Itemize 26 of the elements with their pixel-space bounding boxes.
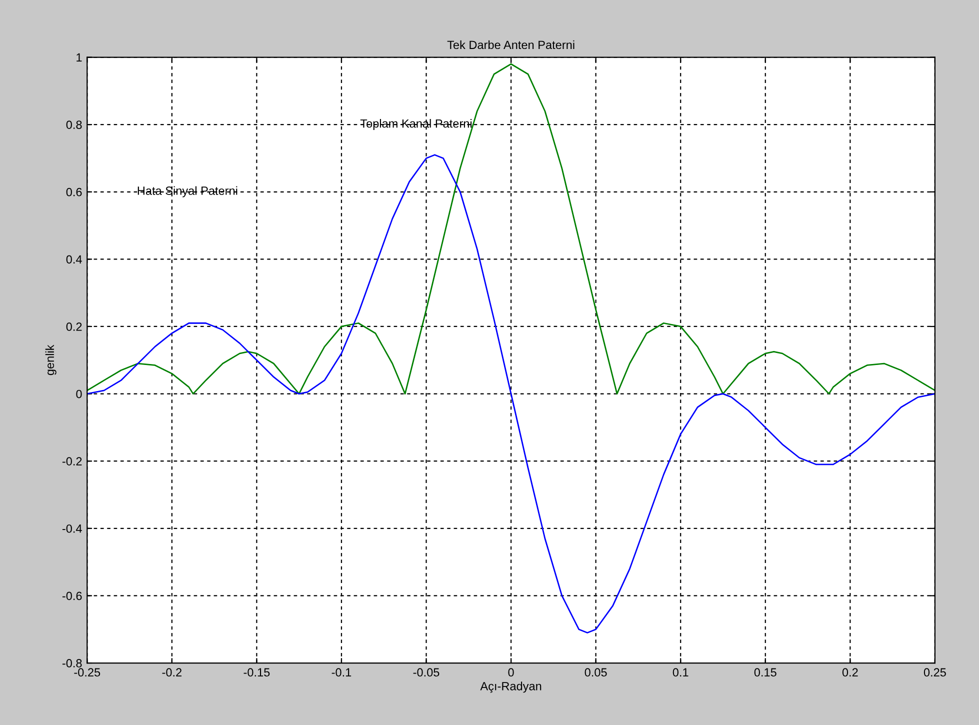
x-tick-label: -0.1 [332, 668, 352, 677]
y-tick-label: 0.8 [66, 120, 82, 129]
x-tick-label: -0.25 [74, 668, 100, 677]
y-axis-title: genlik [45, 344, 56, 376]
y-tick-label: -0.8 [62, 659, 82, 668]
x-tick-label: -0.05 [413, 668, 440, 677]
x-tick-label: -0.15 [244, 668, 270, 677]
x-tick-label: 0 [508, 668, 514, 677]
x-tick-label: 0.15 [754, 668, 776, 677]
line-series [87, 154, 935, 634]
chart-title: Tek Darbe Anten Paterni [447, 40, 574, 50]
y-tick-label: -0.6 [62, 592, 82, 600]
y-tick-label: -0.4 [62, 524, 82, 533]
y-tick-label: 0 [76, 390, 82, 398]
x-tick-label: 0.2 [842, 668, 858, 677]
line-series [87, 63, 935, 394]
y-tick-label: 1 [76, 53, 82, 62]
x-tick-label: 0.05 [584, 668, 607, 677]
y-tick-label: 0.4 [66, 255, 82, 264]
y-tick-label: -0.2 [62, 457, 82, 466]
x-axis-title: Açı-Radyan [480, 682, 542, 693]
x-tick-label: -0.2 [162, 668, 182, 677]
x-tick-label: 0.1 [672, 668, 688, 677]
x-tick-label: 0.25 [924, 668, 946, 677]
y-tick-label: 0.2 [66, 322, 82, 331]
y-tick-label: 0.6 [66, 188, 82, 196]
